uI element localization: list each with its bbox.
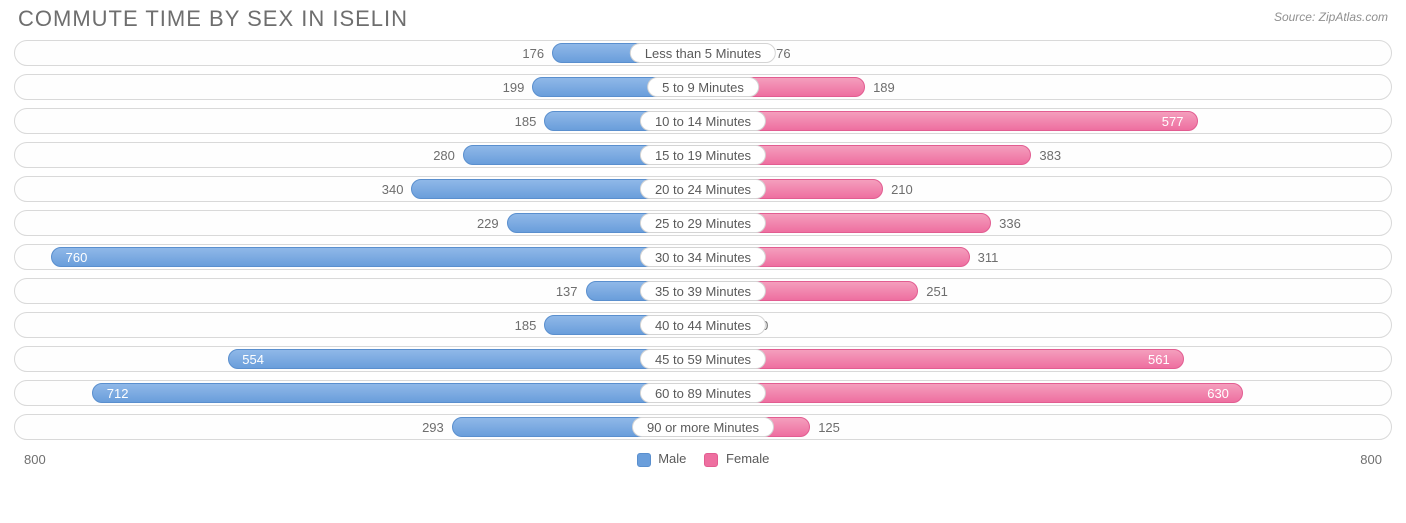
male-swatch-icon [637, 453, 651, 467]
male-value: 199 [495, 77, 533, 97]
axis-max-left: 800 [24, 452, 46, 467]
male-bar [92, 383, 703, 403]
category-label: 10 to 14 Minutes [640, 111, 766, 131]
male-value: 176 [514, 43, 552, 63]
male-value: 293 [414, 417, 452, 437]
male-value: 280 [425, 145, 463, 165]
bar-row: 185 577 10 to 14 Minutes [14, 108, 1392, 134]
axis-max-right: 800 [1360, 452, 1382, 467]
bar-row: 340 210 20 to 24 Minutes [14, 176, 1392, 202]
female-bar [703, 349, 1184, 369]
chart-title: COMMUTE TIME BY SEX IN ISELIN [18, 6, 408, 32]
female-value: 336 [991, 213, 1029, 233]
bar-row: 554 561 45 to 59 Minutes [14, 346, 1392, 372]
female-bar [703, 111, 1198, 131]
female-bar [703, 383, 1243, 403]
female-value: 125 [810, 417, 848, 437]
male-value: 760 [58, 247, 96, 267]
bar-row: 199 189 5 to 9 Minutes [14, 74, 1392, 100]
female-value: 561 [1140, 349, 1178, 369]
male-value: 185 [507, 111, 545, 131]
bar-row: 280 383 15 to 19 Minutes [14, 142, 1392, 168]
female-value: 311 [970, 247, 1007, 267]
legend-female-label: Female [726, 451, 769, 466]
chart-header: COMMUTE TIME BY SEX IN ISELIN Source: Zi… [0, 0, 1406, 40]
category-label: 5 to 9 Minutes [647, 77, 759, 97]
male-value: 185 [507, 315, 545, 335]
chart-footer: 800 Male Female 800 [0, 448, 1406, 470]
category-label: 25 to 29 Minutes [640, 213, 766, 233]
bar-row: 137 251 35 to 39 Minutes [14, 278, 1392, 304]
chart-source: Source: ZipAtlas.com [1274, 10, 1388, 24]
male-bar [51, 247, 703, 267]
category-label: 30 to 34 Minutes [640, 247, 766, 267]
legend-male: Male [637, 451, 687, 467]
bar-row: 712 630 60 to 89 Minutes [14, 380, 1392, 406]
diverging-bar-chart: 17676Less than 5 Minutes 199 189 5 to 9 Min… [0, 40, 1406, 440]
bar-row: 17676Less than 5 Minutes [14, 40, 1392, 66]
female-swatch-icon [704, 453, 718, 467]
male-value: 340 [374, 179, 412, 199]
female-value: 577 [1154, 111, 1192, 131]
male-value: 229 [469, 213, 507, 233]
male-value: 554 [234, 349, 272, 369]
bar-row: 229 336 25 to 29 Minutes [14, 210, 1392, 236]
category-label: 15 to 19 Minutes [640, 145, 766, 165]
bar-row: 1855040 to 44 Minutes [14, 312, 1392, 338]
category-label: 35 to 39 Minutes [640, 281, 766, 301]
category-label: Less than 5 Minutes [630, 43, 776, 63]
category-label: 20 to 24 Minutes [640, 179, 766, 199]
bar-row: 760 311 30 to 34 Minutes [14, 244, 1392, 270]
female-value: 189 [865, 77, 903, 97]
legend-male-label: Male [658, 451, 686, 466]
category-label: 45 to 59 Minutes [640, 349, 766, 369]
category-label: 60 to 89 Minutes [640, 383, 766, 403]
male-bar [228, 349, 703, 369]
female-value: 251 [918, 281, 956, 301]
female-value: 630 [1199, 383, 1237, 403]
legend: Male Female [637, 451, 770, 467]
legend-female: Female [704, 451, 769, 467]
bar-row: 293 125 90 or more Minutes [14, 414, 1392, 440]
female-value: 210 [883, 179, 921, 199]
category-label: 90 or more Minutes [632, 417, 774, 437]
male-value: 712 [99, 383, 137, 403]
male-value: 137 [548, 281, 586, 301]
female-value: 383 [1031, 145, 1069, 165]
category-label: 40 to 44 Minutes [640, 315, 766, 335]
